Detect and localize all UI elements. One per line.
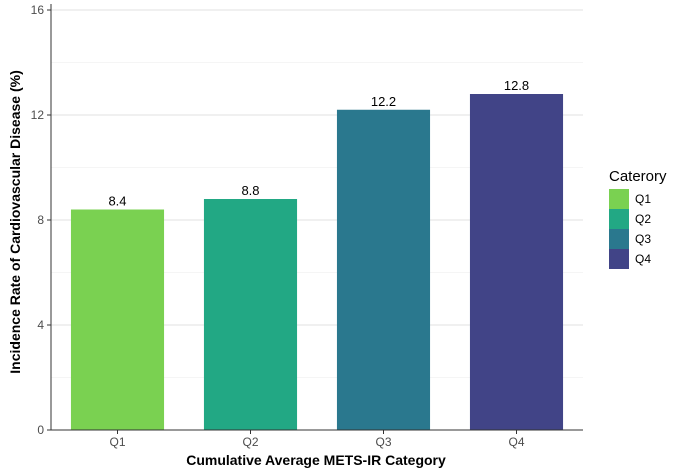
y-tick-label: 12 bbox=[31, 108, 45, 122]
bar-q1 bbox=[70, 209, 165, 430]
x-axis-title: Cumulative Average METS-IR Category bbox=[186, 452, 446, 468]
x-tick-label: Q3 bbox=[375, 435, 391, 449]
y-tick-label: 16 bbox=[31, 3, 45, 17]
legend-title: Caterory bbox=[609, 168, 667, 185]
legend-swatch-q2 bbox=[609, 209, 629, 229]
bars bbox=[70, 94, 564, 430]
legend-label-q3: Q3 bbox=[635, 232, 651, 246]
legend-label-q2: Q2 bbox=[635, 212, 651, 226]
legend-swatch-q1 bbox=[609, 189, 629, 209]
data-label-q1: 8.4 bbox=[108, 194, 126, 209]
bar-q3 bbox=[336, 109, 431, 430]
y-tick-label: 0 bbox=[37, 423, 44, 437]
legend-swatch-q4 bbox=[609, 249, 629, 269]
x-tick-label: Q2 bbox=[242, 435, 258, 449]
y-axis-title: Incidence Rate of Cardiovascular Disease… bbox=[7, 70, 23, 373]
x-tick-label: Q1 bbox=[109, 435, 125, 449]
axes: 0 4 8 12 16 Q1 Q2 Q3 Q4 bbox=[31, 3, 583, 449]
legend-swatch-q3 bbox=[609, 229, 629, 249]
y-tick-label: 8 bbox=[37, 213, 44, 227]
data-labels: 8.4 8.8 12.2 12.8 bbox=[108, 78, 529, 209]
legend-label-q4: Q4 bbox=[635, 252, 651, 266]
legend-label-q1: Q1 bbox=[635, 192, 651, 206]
legend: Caterory Q1 Q2 Q3 Q4 bbox=[609, 168, 667, 269]
bar-q4 bbox=[469, 94, 564, 430]
bar-q2 bbox=[203, 199, 298, 430]
data-label-q4: 12.8 bbox=[504, 78, 529, 93]
x-tick-label: Q4 bbox=[508, 435, 524, 449]
y-tick-label: 4 bbox=[37, 318, 44, 332]
data-label-q3: 12.2 bbox=[371, 94, 396, 109]
data-label-q2: 8.8 bbox=[241, 183, 259, 198]
